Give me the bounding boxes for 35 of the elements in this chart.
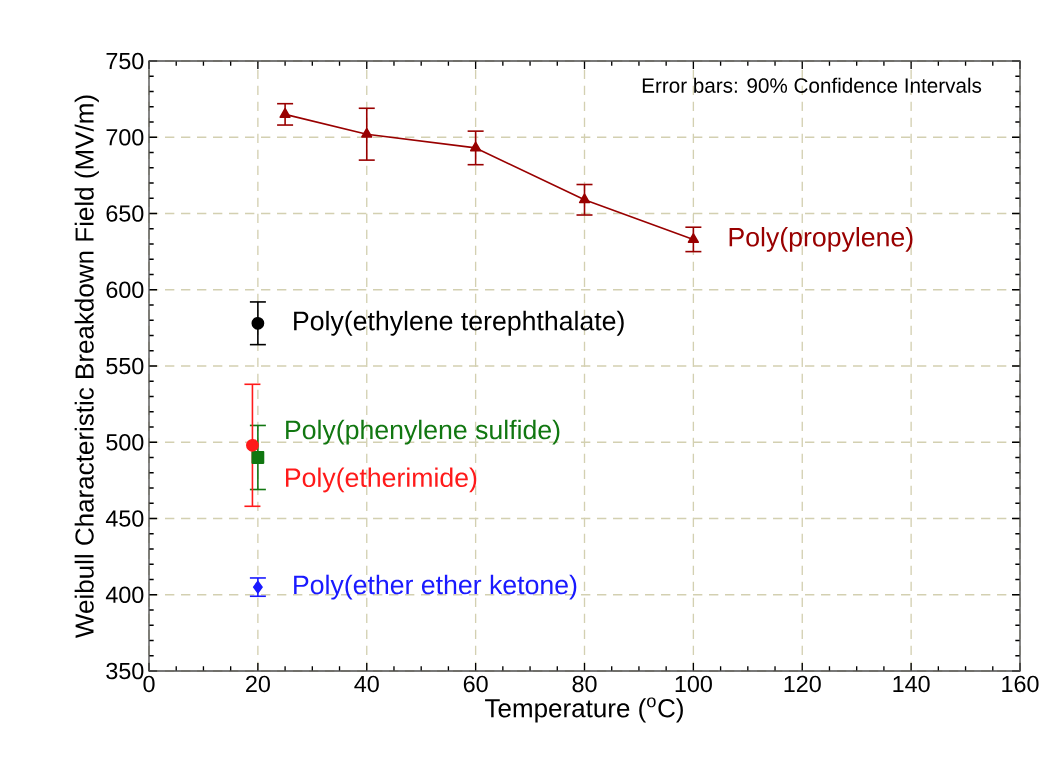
y-tick-label: 450 [105,510,144,527]
point [246,438,259,452]
y-tick-label: 700 [106,128,144,146]
x-tick-label: 40 [354,675,379,693]
series-label: Poly(ethylene terephthalate) [294,310,624,336]
point [252,580,263,594]
series-label: Poly(phenylene sulfide) [286,419,560,445]
x-tick-label: 20 [246,675,270,693]
point [251,316,265,330]
x-tick-label: 160 [1002,675,1039,693]
y-tick-label: 650 [106,205,144,222]
point [279,107,291,118]
point [578,193,591,204]
y-tick-label: 750 [106,52,144,70]
y-axis-title: Weibull Characteristic Breakdown Field (MV/m) [74,95,99,638]
annotation: Error bars: 90% Confidence Intervals [642,77,982,93]
y-tick-label: 400 [105,586,144,603]
series-label: Poly(etherimide) [286,467,477,493]
point [687,233,700,244]
x-tick-label: 140 [893,675,930,693]
point [361,127,373,138]
x-axis-title: Temperature ($^{o}$C) [485,697,683,723]
y-tick-label: 500 [106,433,144,451]
x-tick-label: 60 [463,675,488,693]
y-tick-label: 550 [106,357,144,375]
y-tick-label: 350 [106,662,144,680]
series-label: Poly(ether ether ketone) [294,574,577,600]
x-tick-label: 100 [675,675,712,693]
point [251,451,265,464]
y-tick-label: 600 [106,281,144,298]
point [469,141,482,152]
x-tick-label: 80 [572,675,597,693]
x-tick-label: 0 [143,675,155,693]
series-label: Poly(propylene) [729,226,913,252]
x-tick-label: 120 [784,675,821,693]
